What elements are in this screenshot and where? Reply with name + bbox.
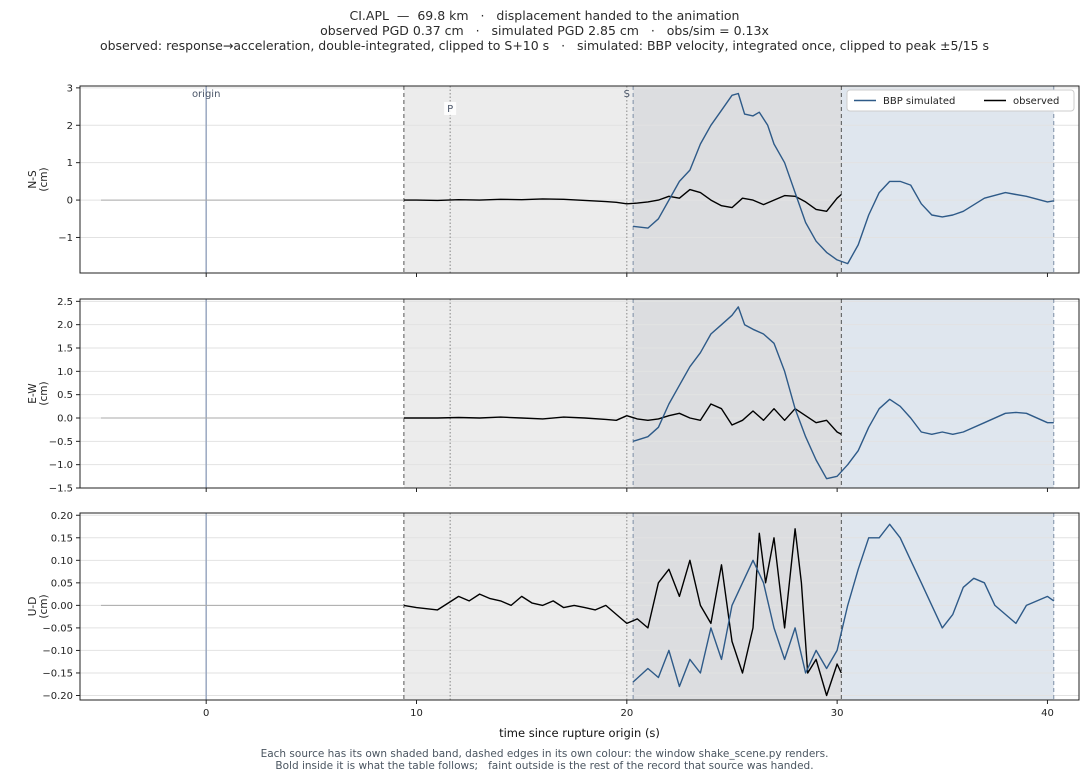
- simulated-window-band: [841, 86, 1054, 273]
- p-label-bg: [444, 102, 457, 115]
- y-tick-label: 2.0: [57, 320, 73, 331]
- y-tick-label: −1.5: [49, 484, 73, 495]
- y-tick-label: −0.05: [42, 623, 73, 634]
- simulated-window-band: [841, 513, 1054, 700]
- y-tick-label: −0.10: [42, 646, 73, 657]
- y-tick-label: 0.10: [51, 556, 73, 567]
- legend-label-observed: observed: [1013, 96, 1059, 107]
- y-tick-label: 1: [67, 158, 73, 169]
- axes-frame: [79, 298, 1080, 489]
- y-axis-label: N-S: [27, 170, 39, 189]
- observed-series: [403, 528, 842, 697]
- overlap-window-band: [633, 513, 842, 700]
- y-axis-label-unit: (cm): [38, 594, 50, 618]
- legend-label-simulated: BBP simulated: [883, 96, 955, 107]
- y-tick-label: 0.0: [57, 414, 73, 425]
- overlap-window-band: [633, 86, 842, 273]
- footnote-line-2: Bold inside it is what the table follows…: [275, 760, 814, 772]
- y-tick-label: 0: [67, 196, 73, 207]
- observed-window-band: [403, 513, 634, 700]
- axes-frame: [79, 512, 1080, 701]
- chart-title: CI.APL — 69.8 km · displacement handed t…: [349, 8, 740, 23]
- y-tick-label: 3: [67, 83, 73, 94]
- observed-window-band: [403, 299, 634, 488]
- observed-series: [403, 188, 842, 212]
- y-axis-label-unit: (cm): [38, 381, 50, 405]
- x-axis-label: time since rupture origin (s): [499, 726, 660, 740]
- x-tick-label: 0: [203, 708, 209, 719]
- y-tick-label: 2.5: [57, 297, 73, 308]
- overlap-window-band: [633, 299, 842, 488]
- x-tick-label: 40: [1041, 708, 1054, 719]
- y-tick-label: 1.5: [57, 344, 73, 355]
- legend-box: [846, 89, 1075, 112]
- simulated-window-band: [841, 299, 1054, 488]
- y-tick-label: −1: [58, 233, 73, 244]
- observed-window-band: [403, 86, 634, 273]
- simulated-series: [632, 523, 1055, 688]
- y-axis-label: U-D: [27, 597, 39, 617]
- y-axis-label-unit: (cm): [38, 167, 50, 191]
- s-arrival-label: S: [624, 89, 630, 100]
- y-tick-label: 0.00: [51, 601, 73, 612]
- x-tick-label: 20: [620, 708, 633, 719]
- simulated-series: [632, 306, 1054, 480]
- y-tick-label: 1.0: [57, 367, 73, 378]
- simulated-series: [633, 92, 1054, 265]
- footnote-line-1: Each source has its own shaded band, das…: [260, 748, 829, 760]
- y-tick-label: −0.20: [42, 691, 73, 702]
- y-axis-label: E-W: [27, 383, 39, 404]
- chart-subtitle-pgd: observed PGD 0.37 cm · simulated PGD 2.8…: [320, 23, 769, 38]
- y-tick-label: 0.15: [51, 533, 73, 544]
- x-tick-label: 10: [410, 708, 423, 719]
- y-tick-label: 0.20: [51, 511, 73, 522]
- y-tick-label: 0.5: [57, 390, 73, 401]
- x-tick-label: 30: [831, 708, 844, 719]
- y-tick-label: 2: [67, 121, 73, 132]
- y-tick-label: −0.15: [42, 668, 73, 679]
- y-tick-label: 0.05: [51, 578, 73, 589]
- origin-label: origin: [192, 89, 220, 100]
- chart-subtitle-processing: observed: response→acceleration, double-…: [99, 38, 990, 53]
- y-tick-label: −0.5: [49, 437, 73, 448]
- p-arrival-label: P: [447, 104, 453, 115]
- observed-series: [403, 403, 842, 435]
- axes-frame: [79, 85, 1080, 274]
- y-tick-label: −1.0: [49, 460, 73, 471]
